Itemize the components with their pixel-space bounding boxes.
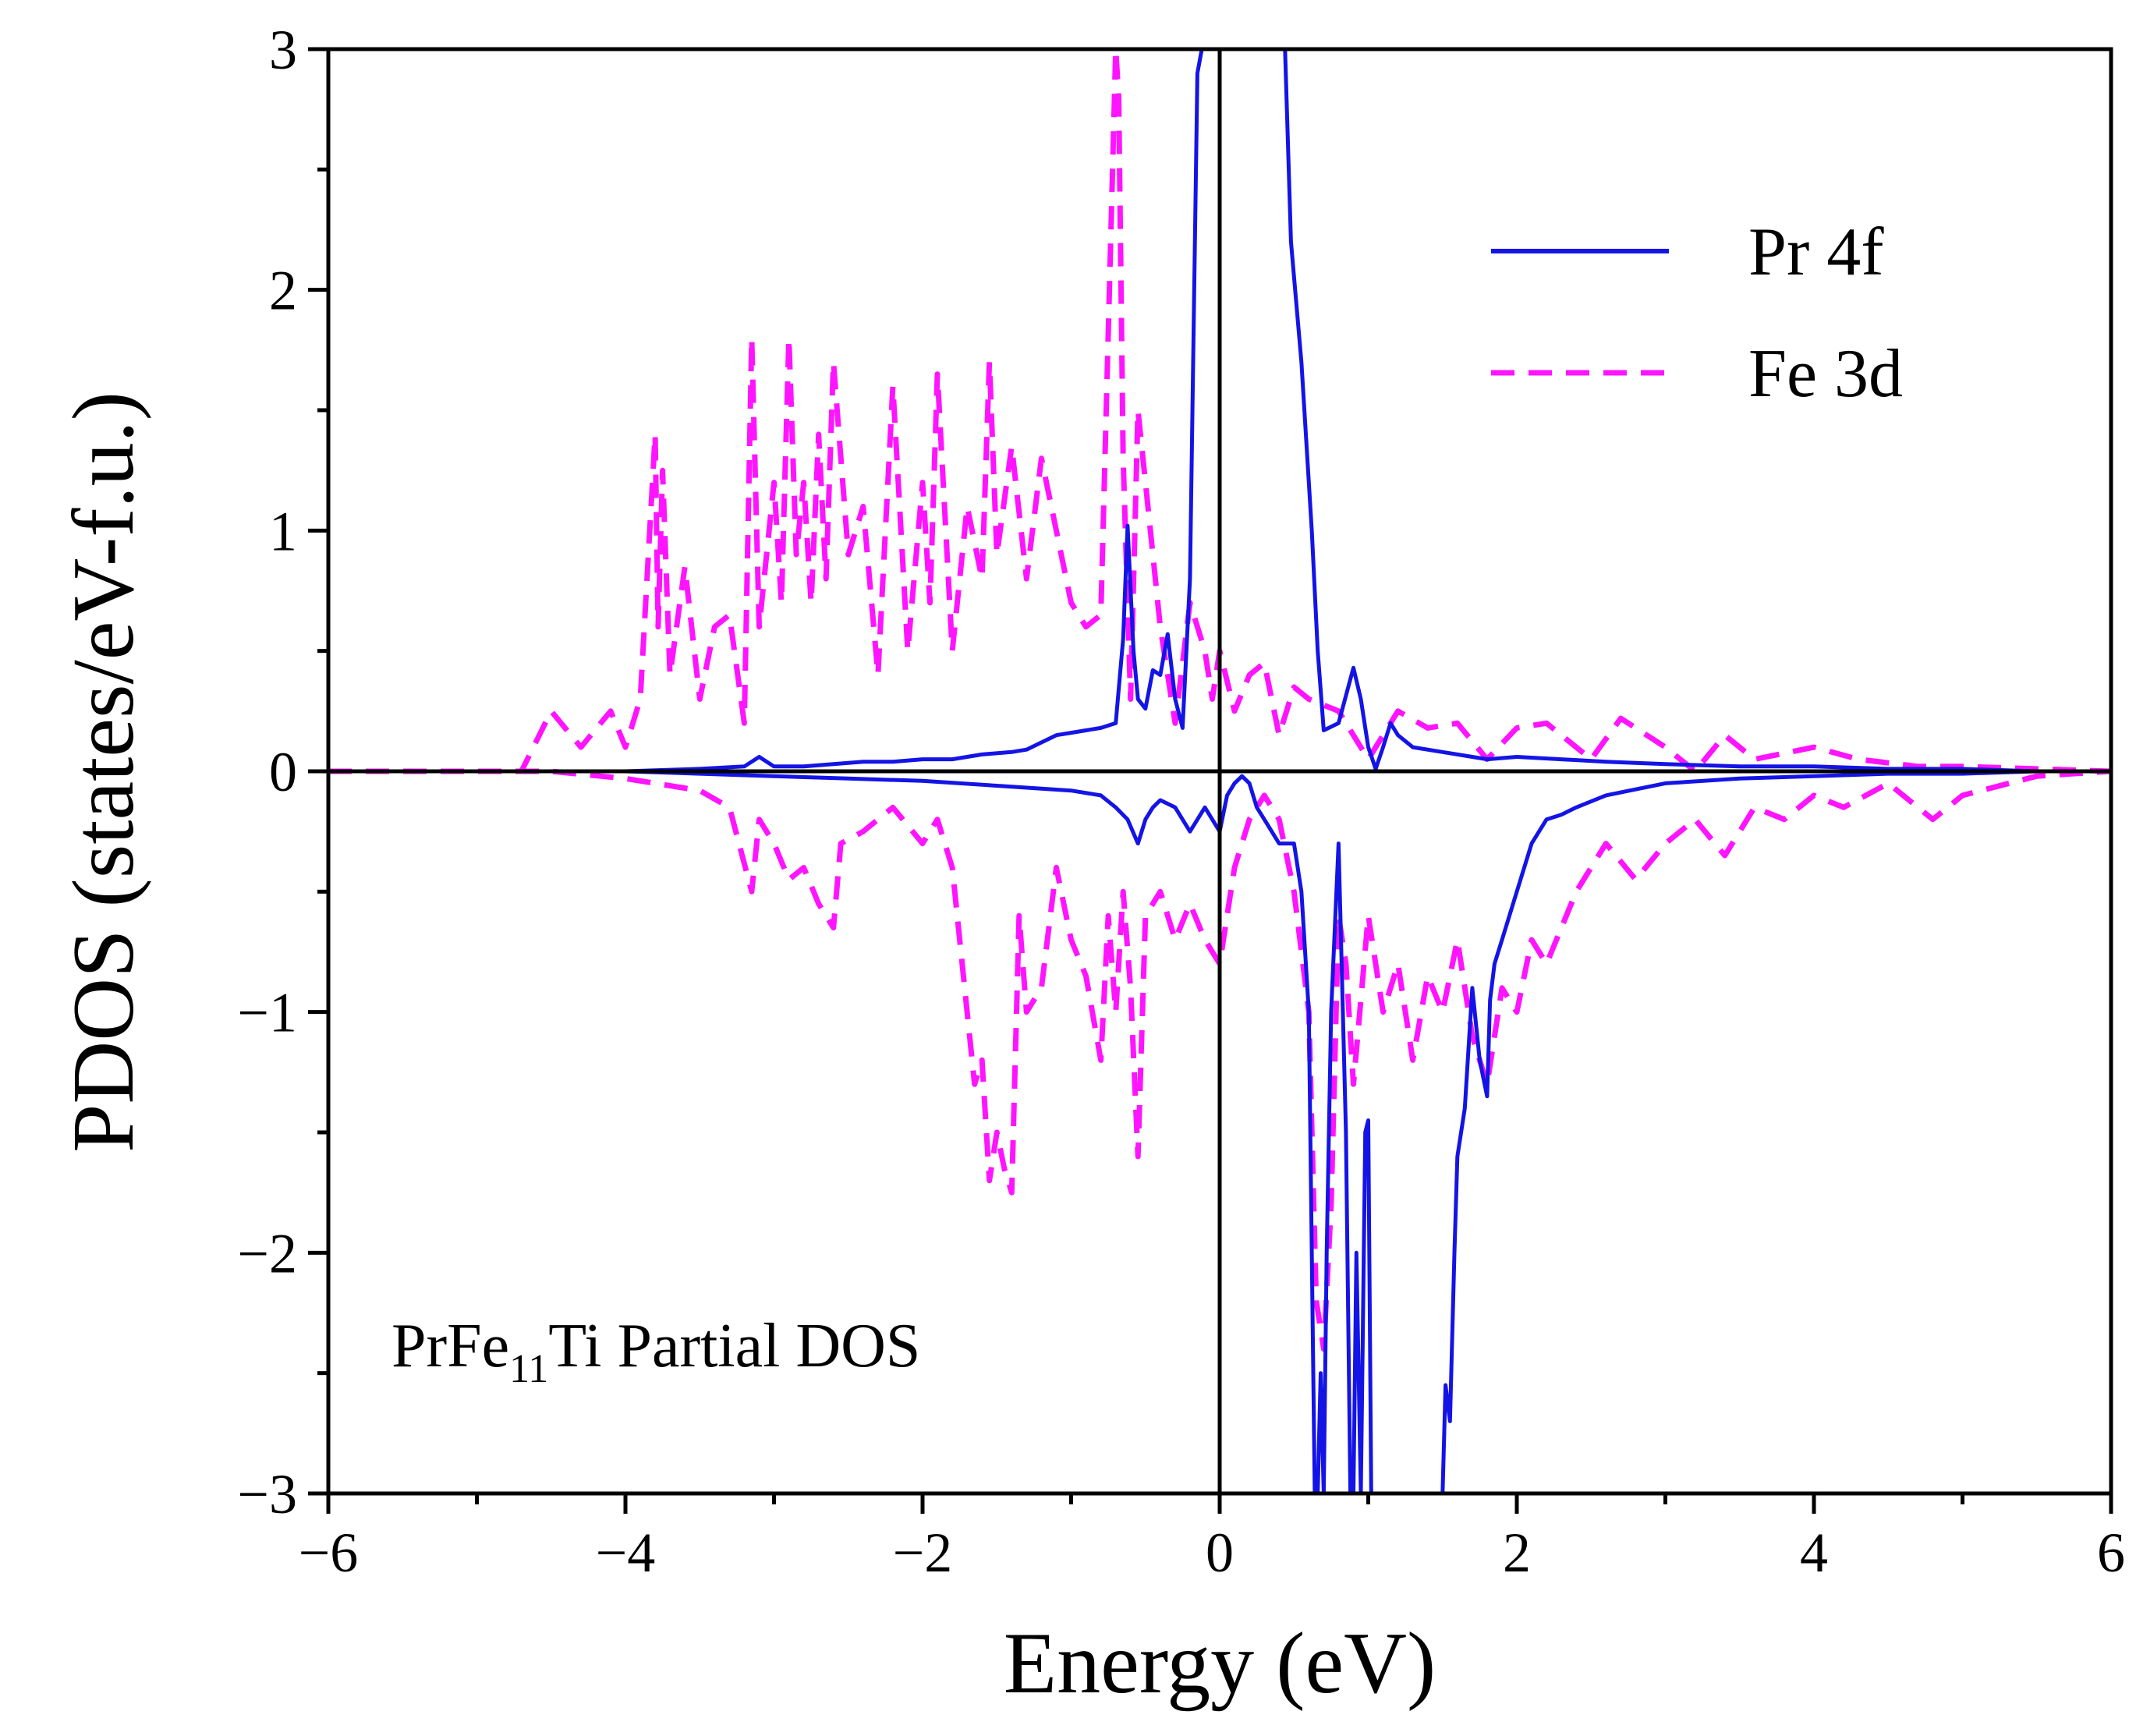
- y-tick-label: 1: [269, 500, 297, 562]
- y-tick-label: −1: [237, 982, 297, 1044]
- x-tick-label: 6: [2097, 1522, 2125, 1584]
- x-tick-label: −6: [299, 1522, 359, 1584]
- tick-layer: [308, 47, 2113, 1514]
- series-layer: [328, 49, 2111, 1493]
- x-tick-label: −2: [893, 1522, 953, 1584]
- series-line-pr-4f-spin-up: [328, 49, 2111, 774]
- x-tick-label: −4: [596, 1522, 656, 1584]
- x-tick-label: 4: [1800, 1522, 1828, 1584]
- y-axis-title: PDOS (states/eV-f.u.): [55, 391, 152, 1153]
- series-line-pr-4f-spin-down: [328, 769, 2111, 1493]
- annotation-main: PrFe: [391, 1312, 509, 1380]
- chart-annotation: PrFe11Ti Partial DOS: [391, 1312, 920, 1391]
- x-tick-label: 2: [1503, 1522, 1531, 1584]
- y-tick-label: 0: [269, 741, 297, 803]
- x-tick-label: 0: [1206, 1522, 1234, 1584]
- series-line-fe-3d-spin-down: [328, 768, 2111, 1352]
- y-tick-label: 3: [269, 19, 297, 81]
- legend: Pr 4f Fe 3d: [1491, 214, 1903, 412]
- annotation-rest: Ti Partial DOS: [548, 1312, 920, 1380]
- annotation-subscript: 11: [509, 1347, 548, 1391]
- y-tick-label: −2: [237, 1222, 297, 1284]
- y-tick-label: 2: [269, 260, 297, 322]
- legend-label-pr4f: Pr 4f: [1748, 214, 1884, 290]
- series-line-fe-3d-spin-up: [328, 49, 2111, 774]
- x-tick-labels: −6 −4 −2 0 2 4 6: [299, 1522, 2125, 1584]
- legend-label-fe3d: Fe 3d: [1748, 336, 1903, 412]
- y-tick-label: −3: [237, 1463, 297, 1525]
- x-axis-title: Energy (eV): [1004, 1615, 1436, 1712]
- y-tick-labels: −3 −2 −1 0 1 2 3: [237, 19, 297, 1525]
